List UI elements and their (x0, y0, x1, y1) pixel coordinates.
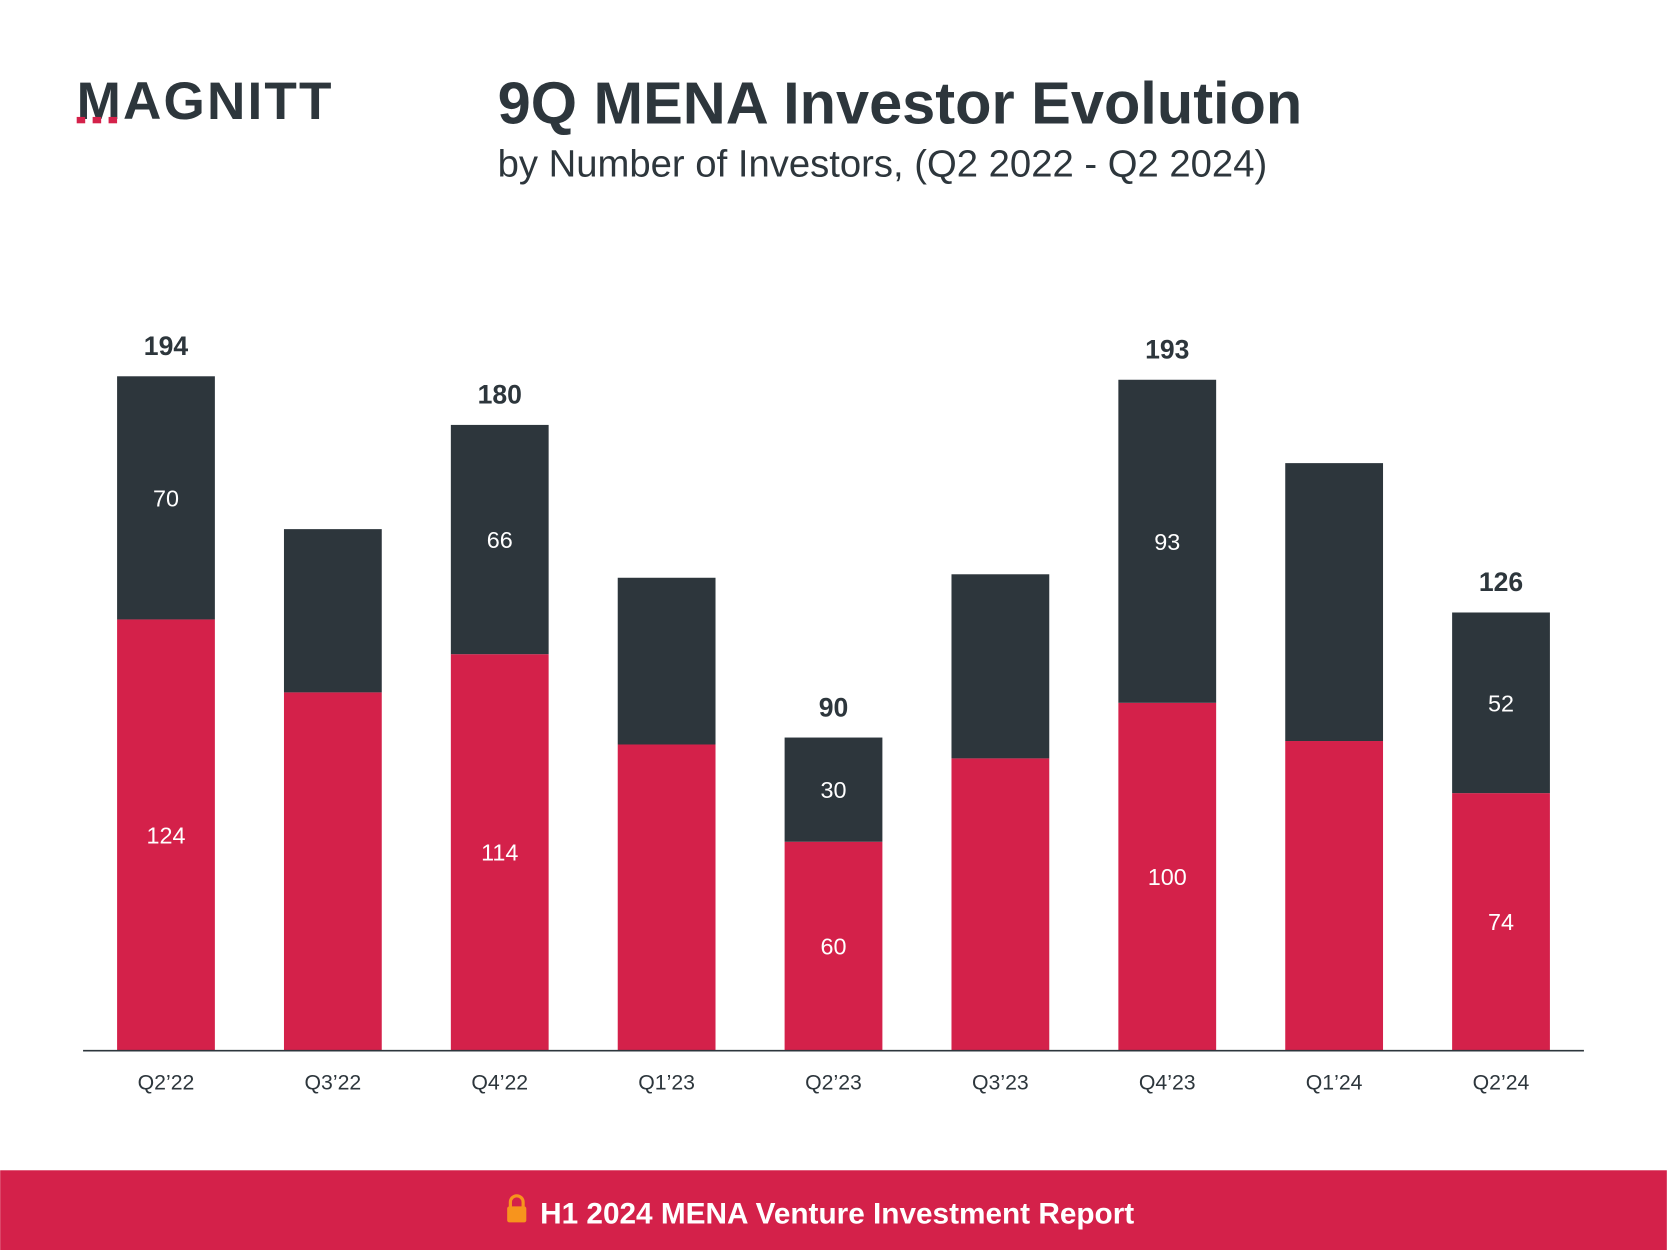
chart-title: 9Q MENA Investor Evolution (498, 69, 1303, 136)
x-tick-label: Q4’23 (1139, 1070, 1196, 1094)
bar-segment (283, 529, 382, 693)
total-label: 126 (1479, 567, 1523, 597)
bar-segment (117, 376, 215, 620)
bar-segment (617, 577, 716, 745)
x-tick-label: Q1’24 (1306, 1070, 1363, 1094)
segment-label: 66 (487, 527, 513, 553)
bar-segment (1452, 793, 1550, 1051)
logo-dot (76, 116, 86, 124)
bars: 124 70 194 Q2’22 Q3’22 114 66 180 Q4’22 Q1’23 60 30… (117, 331, 1550, 1094)
segment-label: 114 (481, 840, 518, 866)
magnitt-logo: MAGNITT (76, 72, 334, 131)
x-tick-label: Q2’22 (138, 1070, 195, 1094)
chart-subtitle: by Number of Investors, (Q2 2022 - Q2 20… (498, 142, 1268, 185)
segment-label: 30 (820, 777, 846, 803)
x-tick-label: Q1’23 (638, 1070, 695, 1094)
logo-dot (108, 116, 118, 124)
bar-segment (1452, 612, 1550, 794)
bar-segment (617, 744, 716, 1051)
bar-segment (117, 619, 215, 1051)
total-label: 90 (819, 692, 849, 722)
bar-segment (951, 758, 1050, 1051)
segment-label: 124 (146, 822, 185, 848)
x-tick-label: Q2’24 (1473, 1070, 1530, 1094)
bar-segment (450, 424, 549, 655)
bar-segment (784, 737, 883, 842)
x-tick-label: Q3’22 (305, 1070, 362, 1094)
segment-label: 52 (1488, 690, 1514, 716)
bar-segment (784, 841, 883, 1051)
segment-label: 70 (153, 485, 179, 511)
segment-label: 60 (820, 933, 846, 959)
bar-segment (283, 692, 382, 1051)
logo-dot (92, 116, 102, 124)
bar-segment (450, 654, 549, 1051)
x-tick-label: Q4’22 (471, 1070, 528, 1094)
segment-label: 100 (1148, 864, 1187, 890)
segment-label: 93 (1154, 529, 1180, 555)
segment-label: 74 (1488, 909, 1514, 935)
footer-background (0, 1170, 1667, 1250)
x-tick-label: Q3’23 (972, 1070, 1029, 1094)
logo-text: MAGNITT (77, 72, 334, 131)
bar-segment (1285, 463, 1384, 742)
footer-banner[interactable]: H1 2024 MENA Venture Investment Report (0, 1170, 1667, 1250)
bar-segment (1118, 379, 1217, 703)
x-tick-label: Q2’23 (805, 1070, 862, 1094)
footer-text: H1 2024 MENA Venture Investment Report (540, 1197, 1134, 1230)
bar-segment (951, 574, 1050, 759)
bar-segment (1285, 741, 1384, 1051)
total-label: 180 (478, 380, 522, 410)
total-label: 194 (144, 331, 189, 361)
total-label: 193 (1145, 334, 1189, 364)
bar-segment (1118, 702, 1217, 1051)
lock-icon (507, 1194, 527, 1223)
